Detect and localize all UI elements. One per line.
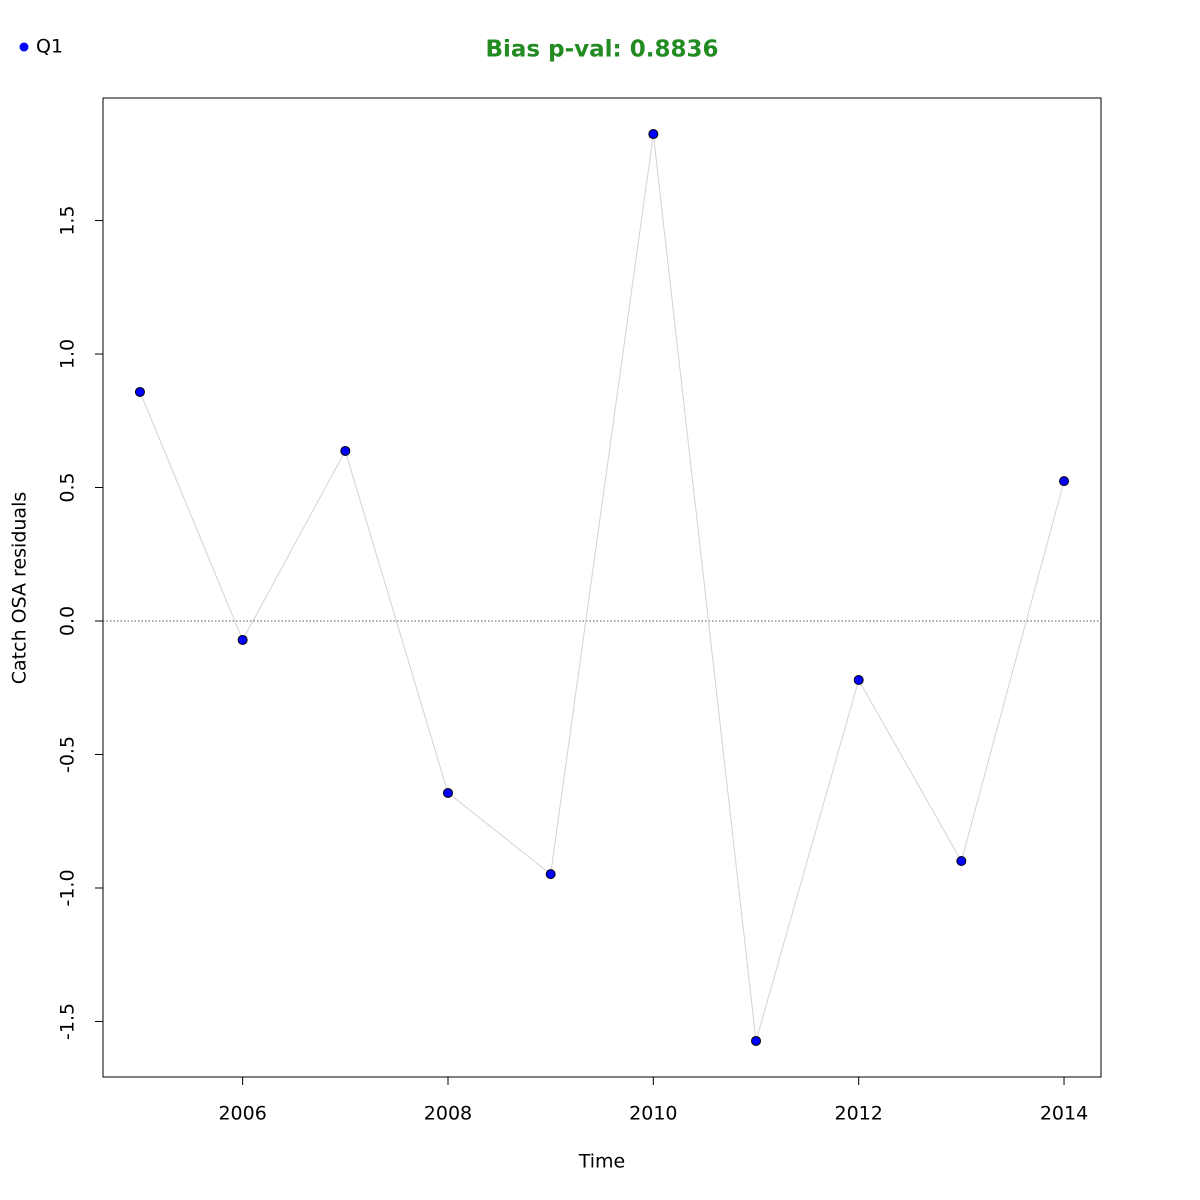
- point: [134, 386, 145, 397]
- y-tick-label: -1.5: [57, 1003, 79, 1040]
- point: [545, 869, 556, 880]
- y-axis-label: Catch OSA residuals: [9, 492, 31, 684]
- plot-frame: [102, 97, 1102, 1078]
- point: [956, 856, 967, 867]
- point: [442, 787, 453, 798]
- x-tick-label: 2012: [835, 1103, 883, 1125]
- x-tick-label: 2008: [424, 1103, 472, 1125]
- y-tick-label: 0.5: [57, 472, 79, 502]
- x-tick-label: 2014: [1040, 1103, 1088, 1125]
- y-tick-label: -0.5: [57, 736, 79, 773]
- x-tick-label: 2010: [629, 1103, 677, 1125]
- x-axis-label: Time: [578, 1151, 626, 1173]
- point: [237, 634, 248, 645]
- series-line: [139, 133, 1065, 1042]
- y-tick-label: 0.0: [57, 606, 79, 636]
- y-tick-label: -1.0: [57, 869, 79, 906]
- point: [1059, 476, 1070, 487]
- y-tick-label: 1.5: [57, 205, 79, 235]
- point: [751, 1035, 762, 1046]
- chart-title: Bias p-val: 0.8836: [486, 37, 719, 63]
- x-tick-label: 2006: [218, 1103, 266, 1125]
- y-tick-label: 1.0: [57, 339, 79, 369]
- point: [853, 675, 864, 686]
- legend-marker: [19, 42, 29, 52]
- point: [648, 129, 659, 140]
- point: [340, 445, 351, 456]
- legend-label: Q1: [36, 36, 63, 58]
